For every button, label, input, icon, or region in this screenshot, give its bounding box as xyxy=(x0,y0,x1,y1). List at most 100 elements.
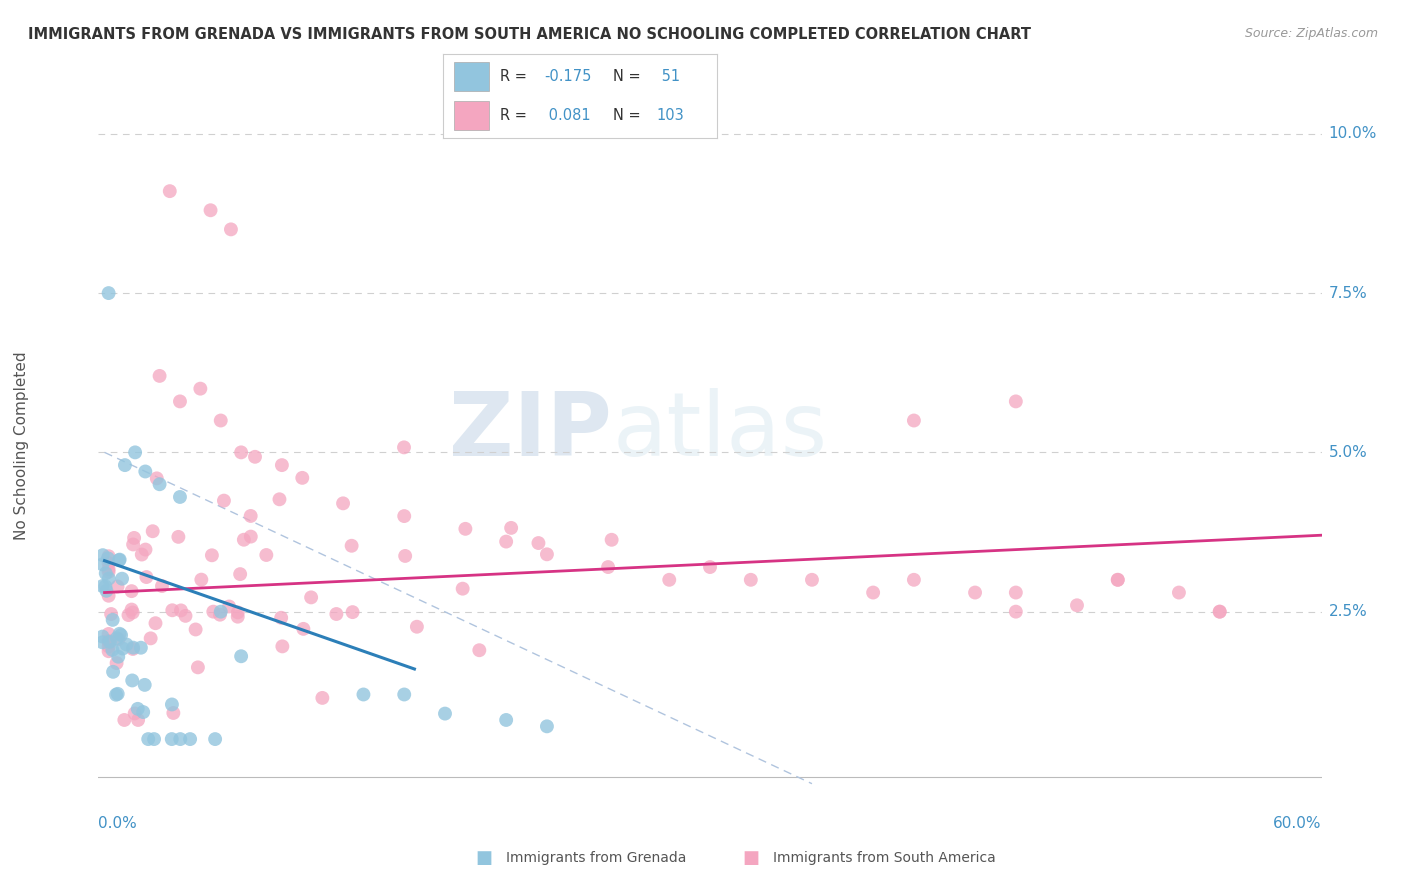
Text: 0.0%: 0.0% xyxy=(98,816,138,831)
Point xyxy=(187,660,209,674)
Point xyxy=(226,606,249,620)
Point xyxy=(110,628,132,642)
Point xyxy=(101,665,124,679)
Point xyxy=(394,549,416,563)
Point xyxy=(226,609,249,624)
Point xyxy=(107,649,129,664)
Point xyxy=(115,638,138,652)
Point xyxy=(1209,605,1232,619)
Point xyxy=(97,627,120,641)
Point xyxy=(97,286,120,301)
Point xyxy=(149,368,172,383)
Point xyxy=(903,413,925,427)
Point xyxy=(536,719,558,733)
Point xyxy=(149,477,172,491)
Point xyxy=(97,589,120,603)
Point xyxy=(134,542,156,557)
Point xyxy=(111,641,134,656)
Point xyxy=(269,492,291,507)
Point xyxy=(112,713,135,727)
Point xyxy=(127,713,149,727)
Point xyxy=(342,605,364,619)
Point xyxy=(202,605,225,619)
Point xyxy=(107,632,129,647)
Point xyxy=(352,688,374,702)
Point xyxy=(101,613,124,627)
Point xyxy=(97,634,120,648)
Point xyxy=(239,508,262,523)
Point xyxy=(145,471,167,485)
Point xyxy=(392,441,415,455)
Point xyxy=(229,567,252,582)
Point xyxy=(1004,394,1026,409)
Point xyxy=(239,530,262,544)
Point xyxy=(97,551,120,566)
Text: N =: N = xyxy=(613,69,645,84)
Point xyxy=(101,643,124,657)
Point xyxy=(270,611,292,625)
Text: R =: R = xyxy=(501,108,531,123)
Text: N =: N = xyxy=(613,108,645,123)
Point xyxy=(135,570,157,584)
Point xyxy=(219,222,242,236)
Point xyxy=(97,644,120,658)
Point xyxy=(117,608,139,623)
Point xyxy=(169,732,191,747)
Text: ZIP: ZIP xyxy=(450,388,612,475)
Text: Source: ZipAtlas.com: Source: ZipAtlas.com xyxy=(1244,27,1378,40)
Text: 0.081: 0.081 xyxy=(544,108,591,123)
Text: ■: ■ xyxy=(475,849,492,867)
Point xyxy=(862,585,884,599)
Point xyxy=(91,635,114,649)
Point xyxy=(495,713,517,727)
Point xyxy=(231,649,253,664)
Point xyxy=(121,602,143,616)
Point xyxy=(98,635,121,649)
Point xyxy=(451,582,474,596)
Text: 2.5%: 2.5% xyxy=(1329,604,1368,619)
Point xyxy=(107,687,129,701)
Point xyxy=(108,627,131,641)
Point xyxy=(325,607,347,621)
Point xyxy=(97,640,120,654)
Text: 10.0%: 10.0% xyxy=(1329,127,1376,141)
Text: 7.5%: 7.5% xyxy=(1329,285,1368,301)
Point xyxy=(97,565,120,579)
FancyBboxPatch shape xyxy=(454,101,489,130)
Point xyxy=(1066,599,1088,613)
Text: R =: R = xyxy=(501,69,531,84)
Text: 51: 51 xyxy=(657,69,681,84)
Point xyxy=(1107,573,1129,587)
Point xyxy=(200,203,222,218)
Point xyxy=(129,640,152,655)
Point xyxy=(184,623,207,637)
Point xyxy=(208,607,231,622)
Point xyxy=(145,616,167,631)
Point xyxy=(139,632,162,646)
Point xyxy=(392,688,416,702)
Point xyxy=(232,533,254,547)
Point xyxy=(134,678,156,692)
Text: No Schooling Completed: No Schooling Completed xyxy=(14,351,28,541)
Point xyxy=(97,634,120,648)
Point xyxy=(1167,585,1189,599)
Point xyxy=(179,732,201,747)
Point xyxy=(136,732,159,747)
Point xyxy=(600,533,623,547)
Point xyxy=(96,583,118,598)
FancyBboxPatch shape xyxy=(454,62,489,91)
Point xyxy=(160,732,183,747)
Point xyxy=(1004,605,1026,619)
Point xyxy=(91,558,114,572)
Point xyxy=(218,599,240,614)
Point xyxy=(201,549,224,563)
Point xyxy=(699,560,721,574)
Point xyxy=(1107,573,1129,587)
Point xyxy=(270,458,294,472)
Point xyxy=(150,579,173,593)
Point xyxy=(105,632,128,646)
Point xyxy=(212,493,235,508)
Text: ■: ■ xyxy=(742,849,759,867)
Point xyxy=(527,536,550,550)
Point xyxy=(169,394,191,409)
